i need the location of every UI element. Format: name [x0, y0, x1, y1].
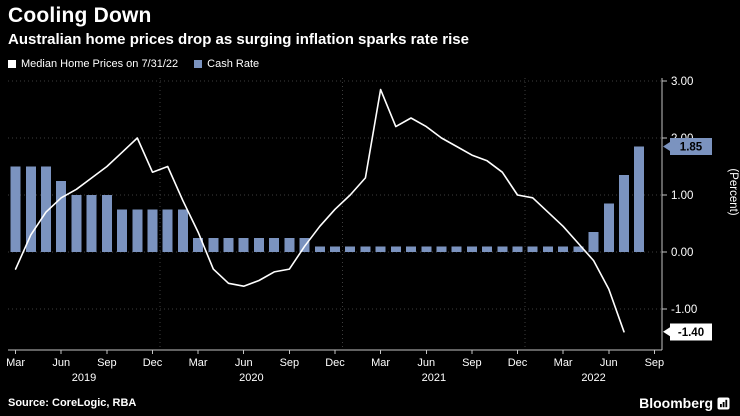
chart-title: Cooling Down [8, 4, 152, 27]
cash-rate-bar [558, 246, 569, 252]
chart-subtitle: Australian home prices drop as surging i… [8, 31, 469, 48]
cash-rate-bar [162, 209, 173, 253]
cash-rate-bar [466, 246, 477, 252]
legend-swatch-home-prices-icon [8, 60, 16, 68]
x-tick-label: Sep [97, 357, 117, 369]
cash-rate-bar [238, 237, 249, 253]
legend: Median Home Prices on 7/31/22 Cash Rate [8, 58, 259, 70]
gridlines [8, 78, 662, 350]
cash-rate-bar [314, 246, 325, 252]
bloomberg-wordmark: Bloomberg [639, 395, 713, 411]
value-badge [670, 323, 712, 341]
value-badge-pointer-icon [663, 142, 670, 152]
y-tick-label: 0.00 [671, 247, 693, 259]
cash-rate-bar [360, 246, 371, 252]
source-note: Source: CoreLogic, RBA [8, 397, 137, 409]
y-tick-label: 3.00 [671, 76, 693, 88]
home-prices-line [14, 88, 625, 333]
bloomberg-terminal-icon [717, 397, 730, 409]
legend-label-home-prices: Median Home Prices on 7/31/22 [21, 58, 179, 70]
value-badge-text: 1.85 [680, 142, 703, 154]
cash-rate-bar [223, 237, 234, 253]
x-year-label: 2020 [239, 372, 263, 384]
legend-item-cash-rate: Cash Rate [194, 58, 259, 70]
bloomberg-logo: Bloomberg [639, 395, 730, 411]
cash-rate-bar [86, 195, 97, 252]
chart-plot: 3.002.001.000.00-1.00MarJunSepDecMarJunS… [6, 76, 739, 384]
cash-rate-bar [56, 180, 67, 253]
cash-rate-bar [177, 209, 188, 253]
cash-rate-bar [71, 195, 82, 252]
cash-rate-bar [390, 246, 401, 252]
x-tick-label: Dec [143, 357, 163, 369]
y-tick-label: -1.00 [671, 304, 697, 316]
legend-label-cash-rate: Cash Rate [207, 58, 260, 70]
cash-rate-bar [619, 175, 629, 252]
cash-rate-bar [25, 166, 36, 252]
cash-rate-bar [451, 246, 462, 252]
x-axis: Mar Jun Sep Dec Mar Jun Sep Dec Mar Jun Sep Dec Mar J… [6, 349, 665, 384]
cash-rate-bar [573, 246, 584, 252]
x-tick-label: Sep [645, 357, 665, 369]
y-axis-title: (Percent) [727, 168, 739, 215]
cash-rate-bar [284, 237, 295, 253]
x-year-label: 2019 [72, 372, 96, 384]
x-tick-label: Dec [508, 357, 528, 369]
current-value-labels: 1.85 -1.40 [663, 138, 712, 341]
cash-rate-bar [406, 246, 416, 252]
cash-rate-bar [436, 246, 447, 252]
cash-rate-bar [603, 203, 614, 252]
x-tick-label: Mar [554, 357, 573, 369]
x-year-label: 2021 [422, 372, 446, 384]
x-tick-label: Jun [417, 357, 435, 369]
x-tick-label: Jun [235, 357, 253, 369]
x-tick-label: Mar [371, 357, 390, 369]
cash-rate-bar [345, 246, 356, 252]
cash-rate-bar [588, 232, 599, 252]
x-tick-label: Sep [462, 357, 482, 369]
cash-rate-bars [10, 146, 645, 253]
x-tick-label: Mar [6, 357, 25, 369]
cash-rate-bar [375, 246, 386, 252]
x-tick-label: Sep [280, 357, 300, 369]
cash-rate-bar [117, 209, 128, 253]
cash-rate-bar [41, 166, 51, 252]
cash-rate-bar [253, 237, 264, 253]
cash-rate-bar [299, 237, 310, 253]
cash-rate-bar [10, 166, 21, 252]
cash-rate-bar [497, 246, 508, 252]
legend-swatch-cash-rate-icon [194, 60, 203, 68]
cash-rate-bar [208, 237, 219, 253]
legend-item-home-prices: Median Home Prices on 7/31/22 [8, 58, 178, 70]
cash-rate-bar [147, 209, 158, 253]
cash-rate-bar [269, 237, 280, 253]
y-axis: 3.002.001.000.00-1.00 [661, 76, 697, 350]
cash-rate-bar [527, 246, 538, 252]
y-tick-label: 1.00 [671, 190, 693, 202]
cash-rate-bar [193, 237, 204, 253]
cash-rate-bar [101, 195, 112, 252]
cash-rate-bar [421, 246, 432, 252]
cash-rate-bar [542, 246, 553, 252]
cash-rate-bar [482, 246, 493, 252]
x-tick-label: Jun [52, 357, 70, 369]
x-tick-label: Jun [600, 357, 618, 369]
value-badge [670, 138, 712, 156]
cash-rate-bar [634, 146, 645, 252]
x-year-label: 2022 [581, 372, 605, 384]
cash-rate-bar [330, 246, 340, 252]
cash-rate-bar [132, 209, 143, 253]
value-badge-pointer-icon [663, 327, 670, 337]
x-tick-label: Mar [189, 357, 208, 369]
cash-rate-bar [512, 246, 523, 252]
x-tick-label: Dec [325, 357, 345, 369]
value-badge-text: -1.40 [678, 327, 704, 339]
